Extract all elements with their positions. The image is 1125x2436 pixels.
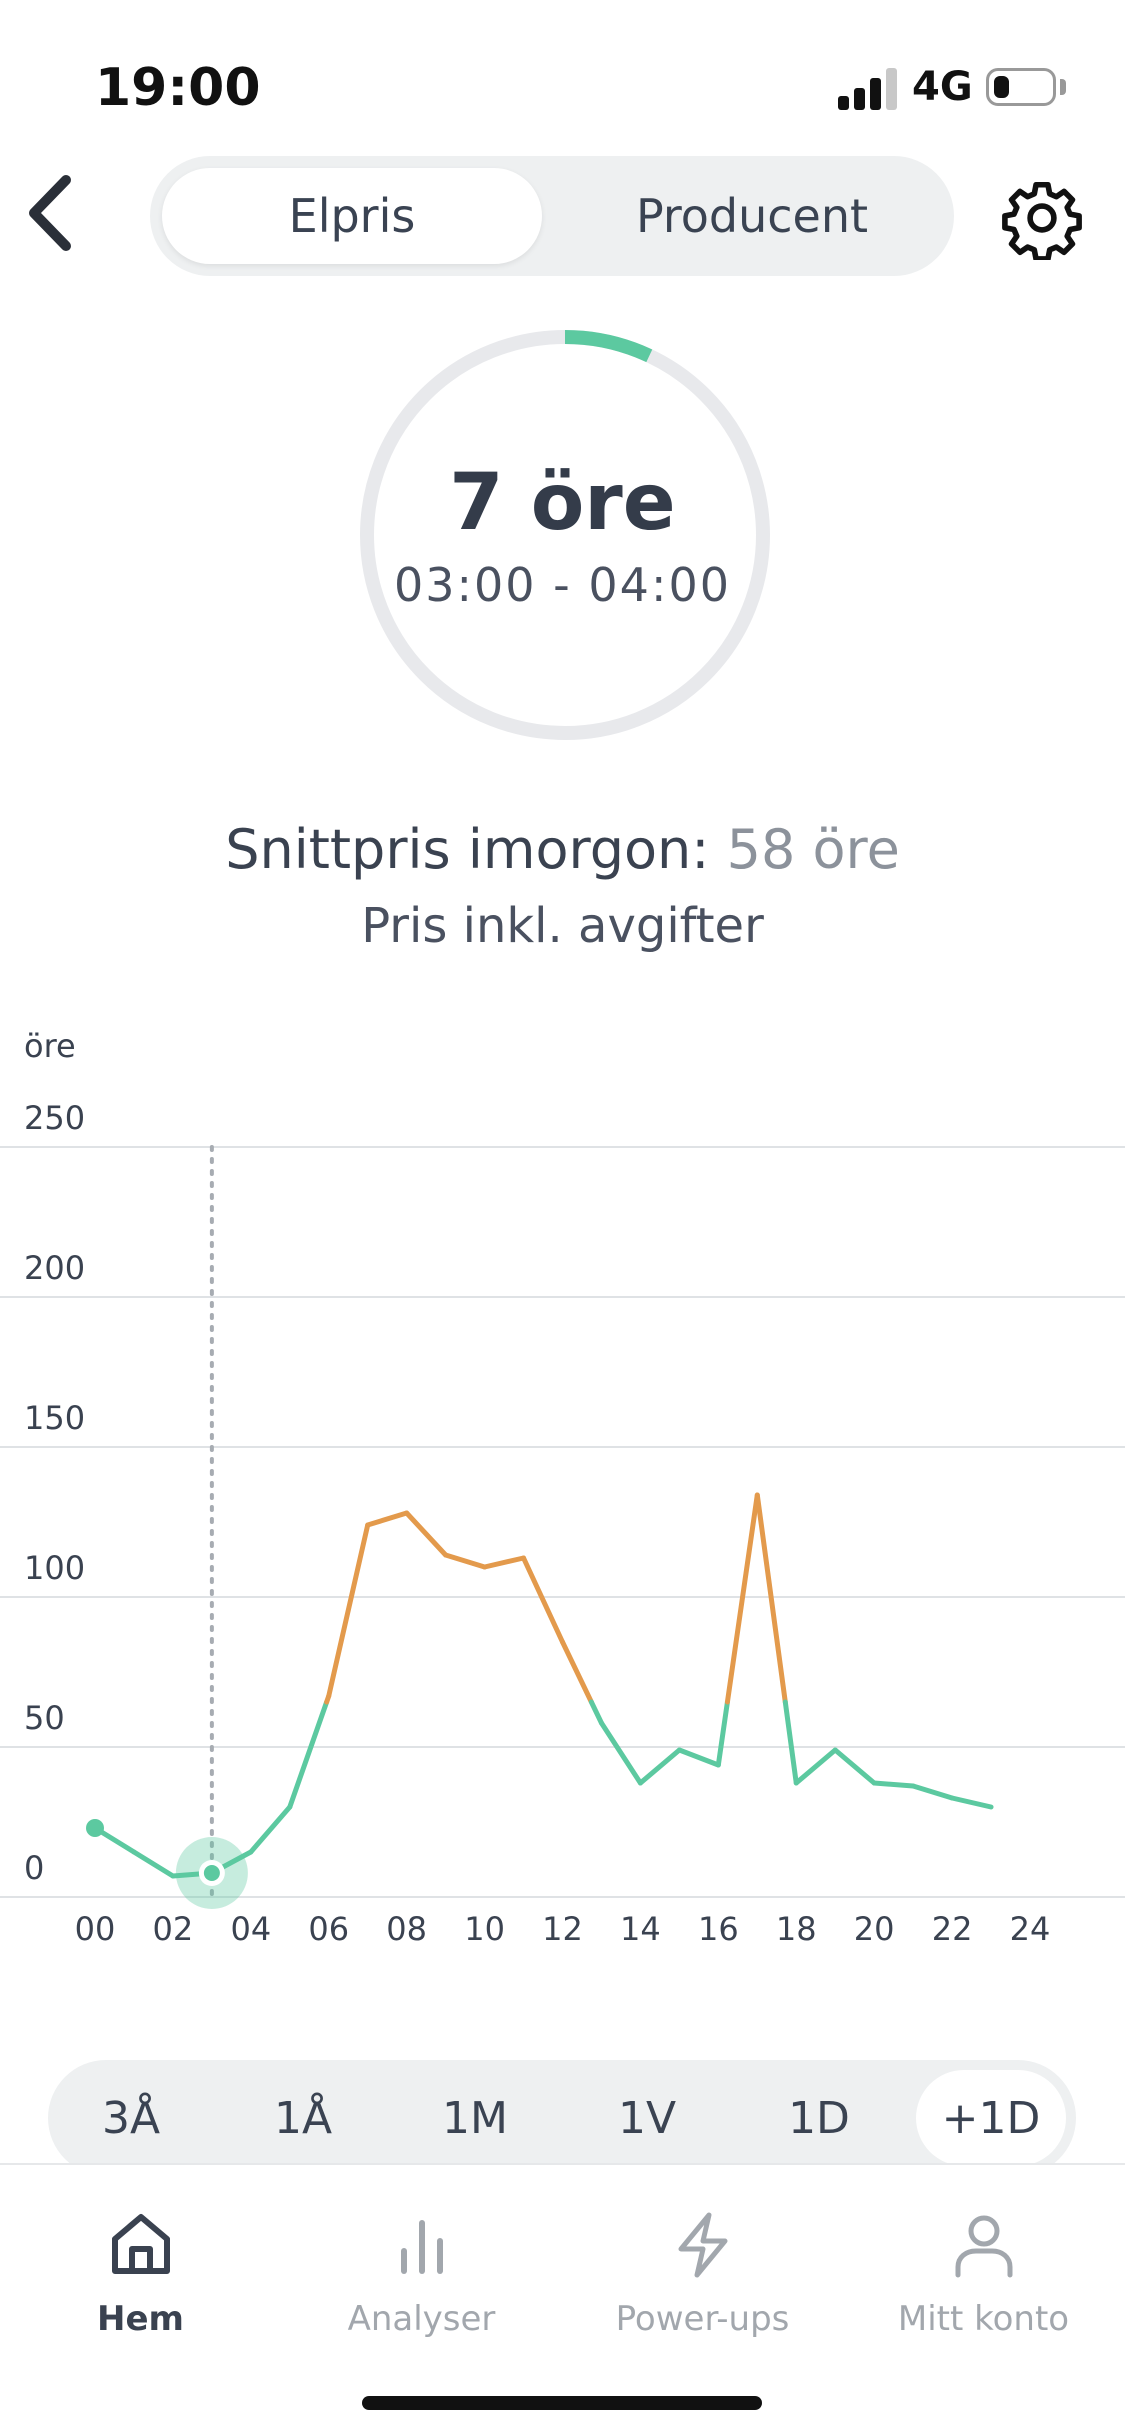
nav-item-power-ups[interactable]: Power-ups — [562, 2205, 843, 2339]
price-line-segment — [560, 1639, 594, 1705]
x-tick-label: 04 — [230, 1910, 271, 1948]
signal-bar — [870, 78, 881, 110]
price-line-segment — [131, 1849, 176, 1879]
x-tick-label: 20 — [854, 1910, 895, 1948]
selected-point[interactable] — [203, 1865, 220, 1881]
x-tick-label: 22 — [932, 1910, 973, 1948]
gauge-arc — [360, 330, 770, 740]
price-line-segment — [248, 1804, 293, 1855]
bottom-navigation: Hem Analyser Power-ups Mitt konto — [0, 2165, 1125, 2436]
home-indicator — [362, 2396, 762, 2410]
bar-chart-icon — [400, 2220, 443, 2274]
price-line-segment — [832, 1747, 877, 1786]
range-option[interactable]: 1M — [442, 2092, 508, 2144]
price-note: Pris inkl. avgifter — [361, 898, 764, 954]
price-gauge — [360, 330, 770, 740]
x-tick-label: 08 — [386, 1910, 427, 1948]
nav-divider — [0, 2163, 1125, 2165]
x-tick-label: 16 — [698, 1910, 739, 1948]
price-line-segment — [365, 1510, 410, 1528]
x-tick-label: 18 — [776, 1910, 817, 1948]
average-price-value: 58 öre — [726, 818, 900, 881]
battery-tip — [1060, 79, 1066, 95]
tab-switcher: Elpris Producent — [150, 156, 954, 276]
range-option[interactable]: 1D — [788, 2092, 850, 2144]
tab-elpris[interactable]: Elpris — [162, 168, 542, 264]
start-point — [86, 1819, 104, 1837]
range-selector: 3Å 1Å 1M 1V 1D +1D — [48, 2060, 1076, 2176]
x-tick-label: 12 — [542, 1910, 583, 1948]
price-line-segment — [724, 1492, 760, 1705]
price-chart[interactable]: öre 0 50 100 150 200 250 00 02 04 06 08 10 12 14 16 18 2… — [0, 1030, 1125, 1970]
status-time: 19:00 — [95, 58, 261, 118]
gear-icon — [1002, 181, 1082, 262]
price-line-segment — [871, 1780, 916, 1789]
range-option[interactable]: 3Å — [101, 2092, 161, 2144]
network-type: 4G — [912, 64, 973, 110]
price-line-segment — [715, 1699, 730, 1768]
price-line-segment — [588, 1699, 604, 1726]
signal-bar — [838, 96, 849, 110]
current-price: 7 öre — [449, 458, 676, 548]
price-line-segment — [598, 1720, 643, 1786]
y-axis-unit: öre — [24, 1030, 76, 1065]
x-tick-label: 06 — [308, 1910, 349, 1948]
average-price-label: Snittpris imorgon: — [225, 818, 710, 881]
x-tick-label: 10 — [464, 1910, 505, 1948]
battery-fill — [994, 76, 1009, 98]
price-line-segment — [443, 1552, 488, 1570]
nav-item-hem[interactable]: Hem — [0, 2205, 281, 2339]
nav-label: Hem — [97, 2299, 184, 2339]
battery-icon — [986, 68, 1056, 106]
chevron-left-icon — [29, 175, 71, 251]
range-option[interactable]: 1Å — [273, 2092, 333, 2144]
signal-bar — [854, 88, 865, 110]
y-tick-label: 0 — [24, 1849, 44, 1887]
range-option[interactable]: +1D — [916, 2070, 1066, 2166]
price-line-segment — [637, 1747, 682, 1786]
y-tick-label: 150 — [24, 1399, 85, 1437]
price-line-segment — [949, 1795, 994, 1810]
price-line-segment — [404, 1510, 449, 1558]
x-tick-label: 02 — [153, 1910, 194, 1948]
price-line-segment — [326, 1522, 371, 1699]
home-icon — [111, 2214, 170, 2274]
price-line-segment — [521, 1555, 565, 1645]
nav-item-mitt-konto[interactable]: Mitt konto — [843, 2205, 1124, 2339]
price-line-segment — [782, 1699, 799, 1786]
user-icon — [955, 2215, 1012, 2278]
price-interval: 03:00 - 04:00 — [394, 558, 731, 612]
x-tick-label: 24 — [1010, 1910, 1051, 1948]
nav-item-analyser[interactable]: Analyser — [281, 2205, 562, 2339]
lightning-icon — [678, 2212, 727, 2278]
y-tick-label: 100 — [24, 1549, 85, 1587]
price-line-segment — [676, 1747, 721, 1768]
x-tick-label: 00 — [75, 1910, 116, 1948]
nav-label: Analyser — [347, 2299, 496, 2339]
average-price-line: Snittpris imorgon: 58 öre — [0, 818, 1125, 881]
tab-producent[interactable]: Producent — [635, 189, 869, 243]
back-button[interactable] — [18, 168, 88, 258]
range-option[interactable]: 1V — [617, 2092, 677, 2144]
nav-label: Power-ups — [615, 2299, 790, 2339]
signal-icon — [838, 66, 898, 110]
price-line-segment — [754, 1492, 788, 1705]
y-tick-label: 200 — [24, 1249, 85, 1287]
price-line-segment — [793, 1747, 838, 1786]
price-line-segment — [287, 1699, 330, 1810]
y-tick-label: 250 — [24, 1099, 85, 1137]
settings-button[interactable] — [1000, 176, 1084, 262]
signal-bar — [886, 68, 897, 110]
price-line-segment — [482, 1555, 527, 1570]
price-line-segment — [910, 1783, 955, 1801]
x-tick-label: 14 — [620, 1910, 661, 1948]
y-tick-label: 50 — [24, 1699, 65, 1737]
nav-label: Mitt konto — [897, 2299, 1070, 2339]
